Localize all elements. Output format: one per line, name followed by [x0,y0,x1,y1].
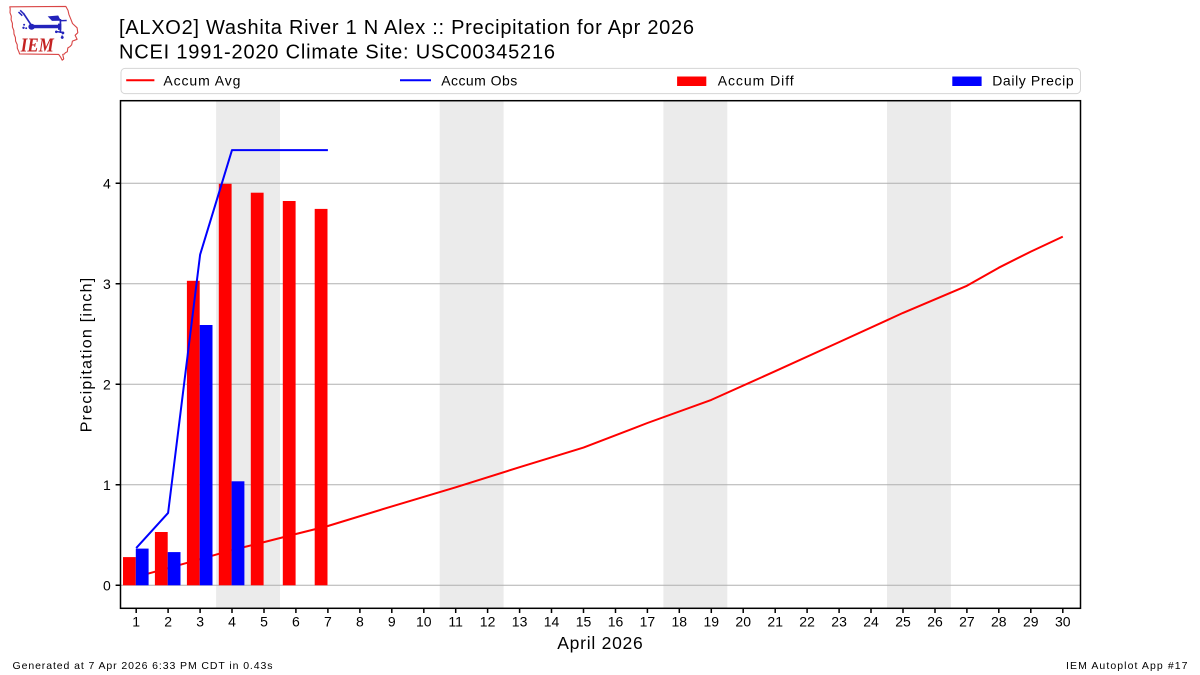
svg-text:3: 3 [196,613,204,629]
svg-text:April 2026: April 2026 [557,633,643,653]
svg-text:17: 17 [640,613,656,629]
svg-text:6: 6 [292,613,300,629]
svg-text:14: 14 [544,613,560,629]
svg-text:Accum Diff: Accum Diff [718,72,794,88]
svg-text:25: 25 [895,613,911,629]
svg-text:IEM: IEM [20,34,54,56]
svg-text:1: 1 [103,477,111,493]
svg-text:0: 0 [103,577,111,593]
svg-text:Precipitation [inch]: Precipitation [inch] [79,278,96,433]
svg-text:[ALXO2] Washita River 1 N Alex: [ALXO2] Washita River 1 N Alex :: Precip… [119,17,694,39]
svg-text:13: 13 [512,613,528,629]
svg-text:4: 4 [228,613,236,629]
svg-text:5: 5 [260,613,268,629]
svg-text:4: 4 [103,175,111,191]
svg-text:Daily Precip: Daily Precip [992,72,1074,88]
svg-text:NCEI 1991-2020 Climate Site: U: NCEI 1991-2020 Climate Site: USC00345216 [119,41,555,63]
svg-text:30: 30 [1055,613,1071,629]
svg-text:28: 28 [991,613,1007,629]
svg-text:7: 7 [324,613,332,629]
svg-text:20: 20 [735,613,751,629]
svg-text:27: 27 [959,613,975,629]
svg-text:29: 29 [1023,613,1039,629]
svg-text:9: 9 [388,613,396,629]
svg-text:8: 8 [356,613,364,629]
svg-text:Accum Avg: Accum Avg [163,72,240,88]
svg-text:18: 18 [672,613,688,629]
svg-text:16: 16 [608,613,624,629]
svg-text:21: 21 [767,613,783,629]
svg-text:Generated at 7 Apr 2026 6:33 P: Generated at 7 Apr 2026 6:33 PM CDT in 0… [13,660,273,672]
svg-text:19: 19 [704,613,720,629]
svg-text:22: 22 [799,613,815,629]
svg-text:2: 2 [164,613,172,629]
svg-text:10: 10 [416,613,432,629]
svg-text:1: 1 [132,613,140,629]
svg-text:IEM Autoplot App #17: IEM Autoplot App #17 [1066,660,1188,672]
svg-text:24: 24 [863,613,879,629]
svg-text:Accum Obs: Accum Obs [441,72,517,88]
svg-text:23: 23 [831,613,847,629]
svg-text:2: 2 [103,376,111,392]
svg-text:12: 12 [480,613,496,629]
svg-text:26: 26 [927,613,943,629]
svg-text:11: 11 [448,613,463,629]
svg-text:3: 3 [103,276,111,292]
svg-text:15: 15 [576,613,592,629]
